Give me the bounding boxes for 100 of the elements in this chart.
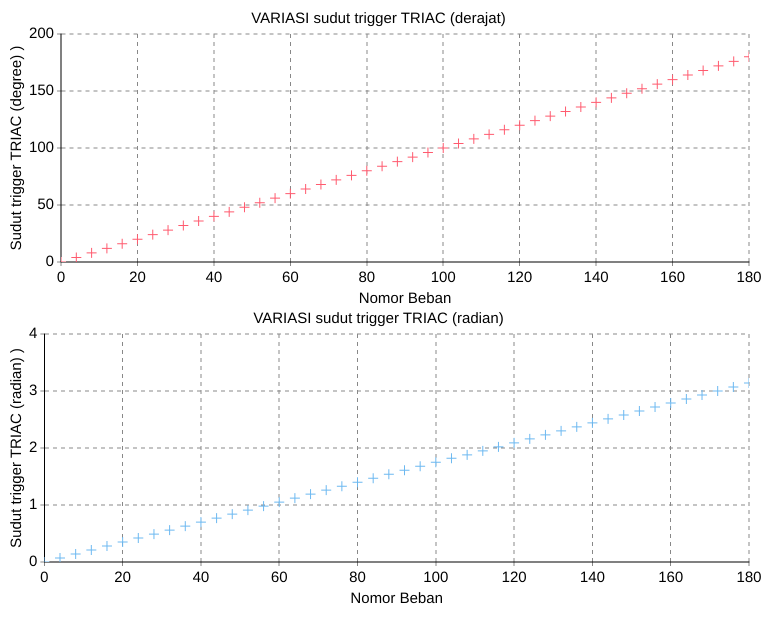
- point: [650, 401, 661, 412]
- point: [70, 548, 82, 560]
- point: [590, 96, 602, 108]
- point: [86, 247, 98, 258]
- point: [70, 252, 82, 262]
- x-axis-title: Nomor Beban: [350, 590, 443, 608]
- point: [361, 165, 372, 176]
- point: [164, 524, 176, 536]
- point: [728, 56, 740, 67]
- point: [162, 224, 174, 236]
- x-tick-label: 60: [282, 269, 299, 286]
- point: [680, 393, 692, 404]
- y-tick-label: 4: [29, 325, 38, 342]
- point: [101, 540, 112, 552]
- point: [728, 382, 739, 393]
- point: [606, 92, 617, 104]
- point: [399, 464, 410, 476]
- point: [667, 74, 678, 86]
- x-tick-label: 20: [114, 569, 131, 586]
- point: [258, 500, 270, 512]
- x-tick-label: 100: [430, 269, 456, 286]
- x-tick-label: 160: [660, 269, 686, 286]
- point: [571, 421, 582, 432]
- point: [346, 170, 358, 181]
- y-tick-label: 2: [29, 439, 38, 456]
- x-tick-label: 80: [349, 569, 366, 586]
- point: [226, 508, 238, 520]
- x-tick-label: 60: [270, 569, 288, 586]
- point: [101, 242, 112, 254]
- point: [696, 389, 708, 400]
- x-tick-label: 120: [507, 269, 532, 286]
- y-axis-title: Sudut trigger TRIAC (radian) ): [8, 348, 26, 548]
- x-tick-label: 160: [658, 569, 684, 586]
- point: [698, 64, 709, 76]
- point: [392, 156, 403, 168]
- point: [636, 83, 648, 94]
- point: [453, 138, 464, 149]
- y-tick-label: 0: [46, 253, 54, 270]
- point: [86, 544, 97, 556]
- point: [300, 184, 312, 195]
- point: [422, 147, 434, 158]
- x-tick-label: 40: [192, 569, 210, 586]
- point: [586, 417, 598, 428]
- y-axis-title: Sudut trigger TRIAC (degree) ): [8, 46, 26, 250]
- y-tick-label: 1: [29, 496, 38, 514]
- point: [438, 142, 449, 154]
- point: [254, 197, 266, 208]
- point: [556, 425, 567, 436]
- point: [132, 532, 144, 544]
- x-tick-label: 80: [358, 269, 376, 286]
- point: [508, 437, 520, 448]
- point: [352, 476, 364, 488]
- point: [315, 178, 326, 190]
- point: [652, 78, 663, 90]
- point: [621, 88, 632, 99]
- point: [193, 215, 204, 226]
- point: [634, 405, 645, 416]
- point: [336, 480, 348, 492]
- point: [665, 397, 676, 408]
- y-tick-label: 50: [37, 196, 54, 214]
- x-tick-label: 180: [736, 269, 762, 286]
- point: [430, 456, 442, 468]
- point: [178, 220, 189, 232]
- point: [208, 210, 220, 222]
- point: [368, 472, 379, 484]
- point: [446, 452, 457, 464]
- y-tick-label: 150: [28, 82, 54, 100]
- point: [330, 174, 342, 186]
- x-tick-label: 40: [206, 269, 222, 286]
- point: [180, 520, 191, 532]
- point: [383, 468, 394, 480]
- point: [407, 152, 418, 163]
- point: [238, 202, 250, 213]
- point: [132, 234, 143, 245]
- point: [575, 101, 586, 112]
- point: [462, 449, 473, 460]
- point: [514, 120, 526, 131]
- x-tick-label: 140: [584, 269, 609, 286]
- point: [274, 496, 285, 508]
- chart-title: VARIASI sudut trigger TRIAC (derajat): [251, 10, 506, 28]
- point: [560, 106, 572, 118]
- chart-title: VARIASI sudut trigger TRIAC (radian): [253, 310, 504, 328]
- point: [602, 413, 614, 424]
- point: [211, 512, 222, 524]
- point: [147, 229, 158, 240]
- point: [544, 110, 556, 122]
- point: [712, 60, 724, 72]
- x-tick-label: 20: [129, 269, 146, 286]
- y-tick-label: 0: [29, 553, 38, 570]
- point: [148, 528, 160, 540]
- point: [414, 460, 426, 472]
- x-tick-label: 120: [502, 569, 527, 586]
- x-axis-title: Nomor Beban: [358, 290, 452, 308]
- point: [682, 70, 694, 81]
- point: [195, 516, 206, 528]
- point: [242, 504, 254, 516]
- point: [524, 433, 536, 444]
- point: [540, 429, 551, 440]
- point: [54, 552, 66, 562]
- point: [376, 160, 388, 172]
